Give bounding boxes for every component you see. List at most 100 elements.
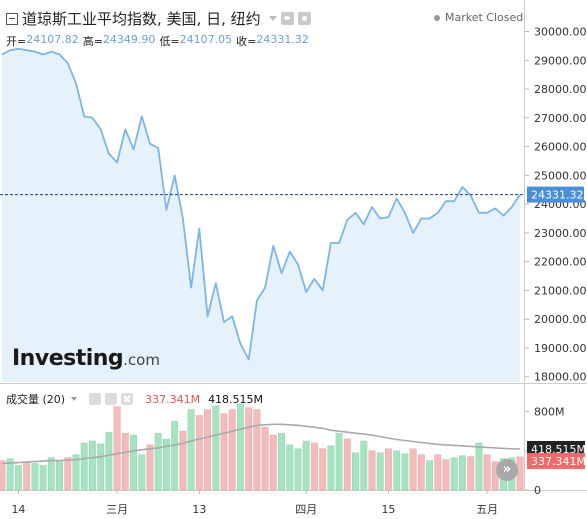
volume-bar: [113, 406, 121, 491]
price-line: [1, 47, 521, 361]
market-status-text: Market Closed: [445, 11, 524, 24]
volume-bar: [179, 430, 187, 491]
volume-bar: [204, 409, 211, 491]
price-tick-label: 19000.00: [534, 342, 587, 355]
close-icon[interactable]: [121, 393, 134, 405]
eye-icon[interactable]: [89, 393, 102, 405]
price-tick-label: 21000.00: [534, 284, 587, 297]
time-tick-label: 15: [381, 503, 395, 516]
ohlc-low-label: 低=: [159, 35, 180, 48]
volume-bar: [319, 448, 327, 491]
chart-header: 道琼斯工业平均指数, 美国, 日, 纽约 Market Closed 开= 24…: [0, 0, 526, 48]
volume-bar: [105, 431, 113, 491]
chevron-down-icon[interactable]: [268, 16, 277, 21]
ohlc-open-value: 24107.82: [26, 33, 79, 46]
volume-bar: [516, 456, 524, 491]
volume-bar: [146, 444, 154, 491]
ohlc-close-value: 24331.32: [256, 33, 309, 46]
current-price-badge: [527, 186, 584, 203]
volume-bar: [187, 409, 195, 491]
volume-bar: [23, 461, 31, 491]
volume-bar: [14, 465, 22, 491]
volume-bar: [236, 403, 244, 491]
volume-current-badge: [527, 452, 585, 469]
volume-bar: [220, 413, 228, 491]
volume-bar: [39, 465, 47, 491]
volume-bar: [310, 442, 318, 491]
volume-bar: [154, 432, 162, 491]
volume-bar: [56, 461, 63, 491]
price-tick-label: 23000.00: [534, 227, 587, 240]
volume-bar: [426, 460, 433, 491]
price-tick-label: 25000.00: [534, 169, 587, 182]
volume-bar: [121, 432, 129, 491]
price-tick-label: 18000.00: [534, 371, 587, 384]
volume-indicator-name[interactable]: 成交量 (20): [6, 393, 66, 406]
volume-bar: [64, 457, 72, 491]
volume-bar: [409, 448, 417, 491]
volume-tick-label: 800M: [534, 406, 565, 419]
price-area: [2, 48, 520, 383]
time-tick-label: 四月: [295, 503, 317, 516]
volume-bar: [0, 460, 6, 491]
collapse-icon[interactable]: [6, 12, 18, 25]
volume-bar: [130, 434, 137, 491]
ohlc-row: 开= 24107.82 高= 24349.90 低= 24107.05 收= 2…: [6, 33, 313, 49]
volume-bar: [384, 448, 392, 491]
volume-bar: [171, 421, 179, 491]
volume-bar: [269, 434, 277, 491]
eye-icon[interactable]: [280, 12, 294, 25]
ohlc-low-value: 24107.05: [179, 33, 233, 46]
chevron-down-icon[interactable]: [71, 397, 78, 401]
current-price-badge-label: 24331.32: [531, 189, 584, 202]
scroll-to-latest-button[interactable]: »: [496, 459, 518, 481]
time-tick-label: 14: [11, 503, 25, 516]
volume-bar: [88, 440, 96, 491]
volume-header: 成交量 (20) 337.341M 418.515M: [6, 391, 263, 407]
volume-bar: [352, 452, 359, 491]
volume-bar: [458, 455, 466, 491]
volume-bar: [434, 454, 442, 491]
price-tick-label: 26000.00: [534, 141, 587, 154]
volume-bar: [261, 427, 269, 491]
volume-bar: [80, 442, 88, 491]
volume-ma-line: [1, 423, 521, 465]
volume-bar: [253, 409, 261, 491]
volume-bar: [483, 454, 491, 491]
volume-bar: [31, 463, 39, 491]
instrument-title[interactable]: 道琼斯工业平均指数, 美国, 日, 纽约: [22, 10, 261, 28]
volume-bar: [417, 454, 425, 491]
price-tick-label: 20000.00: [534, 313, 587, 326]
volume-bar: [335, 432, 343, 491]
volume-bar: [195, 415, 203, 491]
volume-bar: [97, 443, 105, 491]
ohlc-high-label: 高=: [82, 35, 103, 48]
volume-tick-label: 0: [534, 484, 541, 497]
volume-ma-badge-label: 418.515M: [531, 443, 586, 456]
volume-bar: [442, 459, 450, 491]
volume-bar: [343, 438, 351, 491]
price-tick-label: 29000.00: [534, 54, 587, 67]
volume-bar: [450, 457, 458, 491]
volume-bar: [162, 438, 170, 491]
ohlc-high-value: 24349.90: [102, 33, 156, 46]
gear-icon[interactable]: [105, 393, 118, 405]
price-tick-label: 28000.00: [534, 83, 587, 96]
volume-bar: [245, 407, 253, 491]
price-tick-label: 30000.00: [534, 26, 587, 39]
market-status: Market Closed: [434, 11, 523, 24]
gear-icon[interactable]: [297, 12, 311, 25]
volume-bar: [401, 453, 409, 491]
status-dot-icon: [434, 14, 440, 21]
title-row: 道琼斯工业平均指数, 美国, 日, 纽约: [6, 8, 311, 29]
volume-bar: [475, 442, 483, 491]
price-tick-label: 22000.00: [534, 256, 587, 269]
volume-bar: [467, 456, 475, 491]
price-tick-label: 27000.00: [534, 112, 587, 125]
volume-bar: [294, 448, 302, 491]
logo-tld: .com: [123, 351, 160, 369]
volume-bar: [286, 444, 294, 491]
time-tick-label: 五月: [476, 503, 498, 516]
